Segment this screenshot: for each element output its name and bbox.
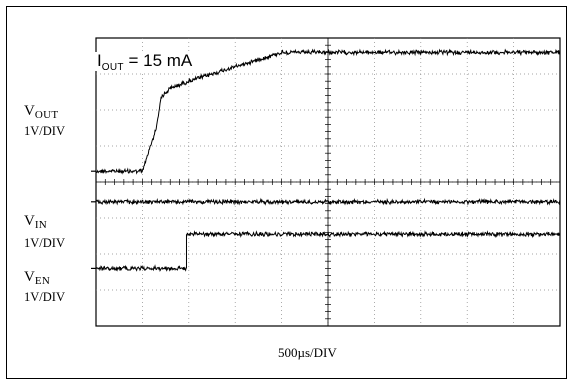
vin-label-main: V: [24, 213, 35, 229]
figure-frame: [6, 6, 567, 379]
vout-scale: 1V/DIV: [24, 124, 65, 138]
load-current-annotation: IOUT = 15 mA: [94, 51, 196, 73]
trace-v-en: [95, 230, 560, 272]
annotation-value: = 15 mA: [123, 51, 193, 70]
graticule: [91, 37, 561, 327]
trace-v-out: [95, 48, 561, 175]
vin-label: VIN: [24, 214, 47, 231]
annotation-subscript: OUT: [101, 62, 124, 73]
vout-label-main: V: [24, 103, 35, 119]
trace-v-in: [95, 197, 561, 206]
annotation-main: I: [97, 51, 102, 70]
vout-label: VOUT: [24, 104, 58, 121]
vout-label-sub: OUT: [34, 109, 59, 121]
ven-label-sub: EN: [34, 275, 51, 287]
ven-scale: 1V/DIV: [24, 290, 65, 304]
vin-scale: 1V/DIV: [24, 236, 65, 250]
time-scale-label: 500µs/DIV: [278, 345, 337, 360]
ven-label: VEN: [24, 270, 50, 287]
traces: [95, 48, 561, 272]
ven-label-main: V: [24, 269, 35, 285]
vin-label-sub: IN: [34, 219, 48, 231]
